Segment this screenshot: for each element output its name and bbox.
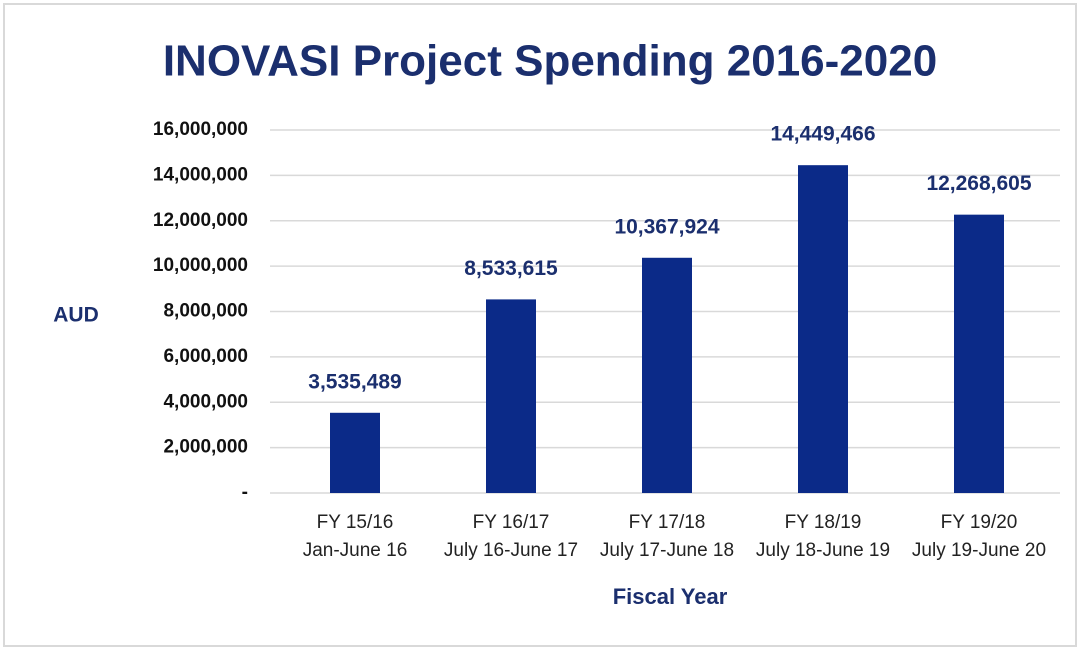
- bar: [486, 299, 536, 493]
- bar: [798, 165, 848, 493]
- data-label: 3,535,489: [308, 370, 401, 393]
- x-tick-label: FY 16/17 July 16-June 17: [443, 512, 579, 561]
- y-tick-label: 6,000,000: [163, 346, 248, 367]
- y-axis-label: AUD: [53, 304, 99, 327]
- x-tick-label: FY 18/19 July 18-June 19: [755, 512, 891, 561]
- y-tick-label: 12,000,000: [153, 210, 248, 231]
- y-tick-label: 10,000,000: [153, 255, 248, 276]
- data-label: 8,533,615: [464, 257, 558, 280]
- y-tick-label: -: [242, 482, 248, 503]
- chart-frame: [3, 3, 1077, 647]
- y-tick-label: 16,000,000: [153, 119, 248, 140]
- y-tick-label: 8,000,000: [163, 301, 248, 322]
- data-label: 10,367,924: [614, 215, 719, 238]
- data-label: 12,268,605: [926, 172, 1031, 195]
- chart-title: INOVASI Project Spending 2016-2020: [163, 37, 937, 86]
- bar: [954, 214, 1004, 494]
- data-label: 14,449,466: [770, 123, 875, 146]
- x-tick-label: FY 19/20 July 19-June 20: [911, 512, 1047, 561]
- bar: [642, 257, 692, 493]
- y-tick-label: 4,000,000: [163, 391, 248, 412]
- x-tick-label: FY 17/18 July 17-June 18: [599, 512, 735, 561]
- x-tick-label: FY 15/16 Jan-June 16: [302, 512, 408, 561]
- bar: [330, 412, 380, 493]
- y-tick-label: 14,000,000: [153, 164, 248, 185]
- y-tick-label: 2,000,000: [163, 437, 248, 458]
- x-axis-label: Fiscal Year: [613, 584, 728, 609]
